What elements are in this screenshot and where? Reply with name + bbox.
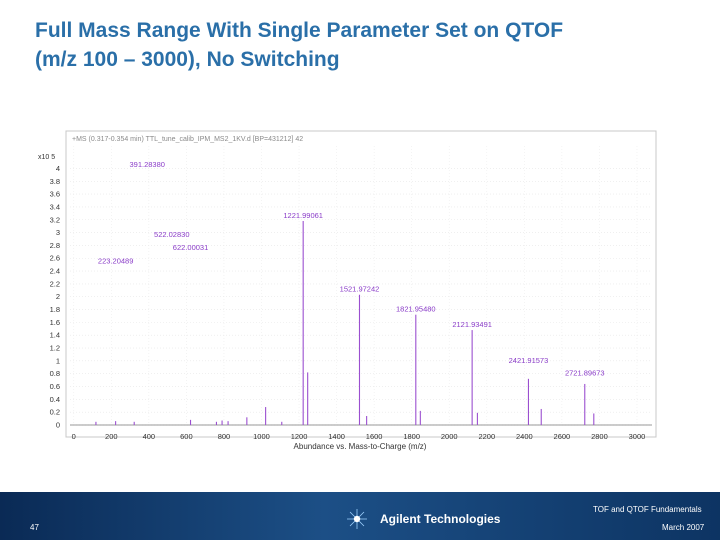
peak-label: 391.28380 — [129, 160, 164, 169]
x-tick-label: 1200 — [291, 432, 308, 441]
title-line-1: Full Mass Range With Single Parameter Se… — [35, 19, 564, 42]
chart-title: +MS (0.317-0.354 min) TTL_tune_calib_IPM… — [72, 136, 303, 143]
y-tick-label: 1.8 — [50, 305, 60, 314]
x-tick-label: 1400 — [328, 432, 345, 441]
peak-label: 622.00031 — [173, 243, 208, 252]
x-tick-label: 0 — [72, 432, 76, 441]
x-tick-label: 600 — [180, 432, 193, 441]
y-tick-label: 1.2 — [50, 344, 60, 353]
x-tick-label: 1600 — [366, 432, 383, 441]
y-tick-label: 2.4 — [50, 267, 60, 276]
peak-label: 2121.93491 — [452, 320, 492, 329]
x-tick-label: 2400 — [516, 432, 533, 441]
y-axis-exponent: x10 5 — [38, 154, 55, 161]
y-tick-label: 3.2 — [50, 215, 60, 224]
x-tick-label: 2600 — [554, 432, 571, 441]
slide-title: Full Mass Range With Single Parameter Se… — [35, 16, 695, 74]
y-tick-label: 0.6 — [50, 382, 60, 391]
agilent-spark-logo — [347, 509, 367, 529]
peak-label: 2721.89673 — [565, 369, 605, 378]
y-tick-label: 0 — [56, 421, 60, 430]
y-tick-label: 3.6 — [50, 190, 60, 199]
x-tick-label: 800 — [218, 432, 231, 441]
peak-label: 223.20489 — [98, 256, 133, 265]
title-line-2: (m/z 100 – 3000), No Switching — [35, 48, 340, 71]
mass-spectrum-chart: +MS (0.317-0.354 min) TTL_tune_calib_IPM… — [38, 130, 657, 451]
y-tick-label: 0.2 — [50, 408, 60, 417]
y-tick-label: 1.6 — [50, 318, 60, 327]
footer-title: TOF and QTOF Fundamentals — [593, 505, 702, 514]
y-tick-label: 3.8 — [50, 177, 60, 186]
peak-label: 2421.91573 — [509, 356, 549, 365]
y-tick-label: 2.2 — [50, 279, 60, 288]
x-tick-label: 3000 — [629, 432, 646, 441]
peak-label: 522.02830 — [154, 230, 189, 239]
x-tick-label: 1000 — [253, 432, 270, 441]
y-tick-label: 2.6 — [50, 254, 60, 263]
y-tick-label: 0.4 — [50, 395, 60, 404]
axis-ticks: 0 0.2 0.4 0.6 0.8 1 1.2 1.4 1.6 1.8 2 2.2 2.4 2.6 2.8 3… — [50, 164, 652, 441]
footer-date: March 2007 — [662, 523, 705, 532]
peak-label: 1821.95480 — [396, 304, 436, 313]
peak-label: 1521.97242 — [340, 285, 380, 294]
peak-annotations: 391.28380 1221.99061 522.02830 622.00031 223… — [98, 160, 605, 377]
x-tick-label: 400 — [143, 432, 156, 441]
x-axis-label: Abundance vs. Mass-to-Charge (m/z) — [294, 442, 427, 451]
y-tick-label: 3.4 — [50, 202, 60, 211]
y-tick-label: 2 — [56, 292, 60, 301]
spectrum-peaks — [95, 221, 595, 425]
x-tick-label: 2200 — [478, 432, 495, 441]
y-tick-label: 0.8 — [50, 369, 60, 378]
page-number: 47 — [30, 523, 39, 532]
y-tick-label: 4 — [56, 164, 60, 173]
x-tick-label: 1800 — [403, 432, 420, 441]
y-tick-label: 3 — [56, 228, 60, 237]
y-tick-label: 2.8 — [50, 241, 60, 250]
y-tick-label: 1 — [56, 356, 60, 365]
x-tick-label: 200 — [105, 432, 118, 441]
x-tick-label: 2800 — [591, 432, 608, 441]
peak-label: 1221.99061 — [283, 211, 323, 220]
y-tick-label: 1.4 — [50, 331, 60, 340]
brand-name: Agilent Technologies — [380, 512, 501, 526]
chart-grid — [70, 146, 652, 426]
x-tick-label: 2000 — [441, 432, 458, 441]
